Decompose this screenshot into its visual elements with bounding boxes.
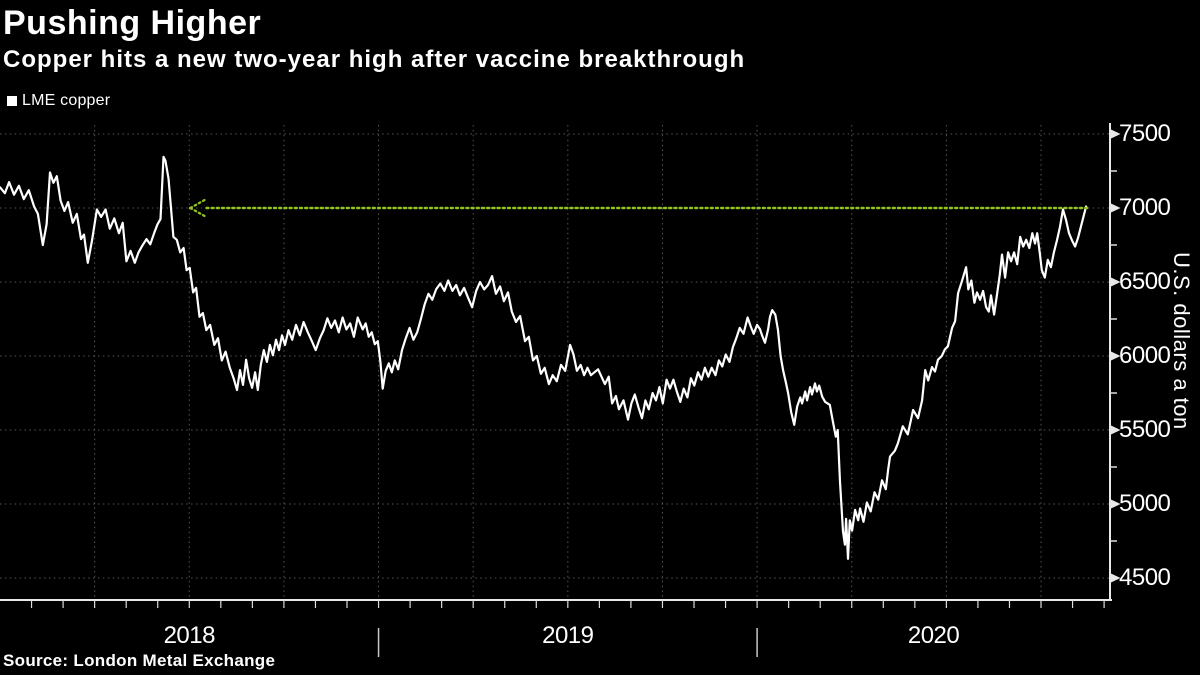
y-tick-label: 4500 xyxy=(1119,564,1171,591)
annotation-arrowhead-lower xyxy=(189,206,207,218)
y-tick-label: 7500 xyxy=(1119,120,1171,147)
x-year-label: 2020 xyxy=(907,622,960,649)
y-major-tick xyxy=(1111,129,1121,139)
y-axis-unit-label: U.S. dollars a ton xyxy=(1169,252,1194,430)
chart-subtitle: Copper hits a new two-year high after va… xyxy=(3,46,746,73)
y-tick-label: 5500 xyxy=(1119,416,1171,443)
y-major-tick xyxy=(1111,425,1121,435)
annotation-arrowhead-upper xyxy=(189,198,207,210)
y-major-tick xyxy=(1111,277,1121,287)
y-major-tick xyxy=(1111,573,1121,583)
legend-label: LME copper xyxy=(22,92,111,109)
source-note: Source: London Metal Exchange xyxy=(3,651,276,670)
legend-swatch-icon xyxy=(7,96,17,106)
y-tick-label: 7000 xyxy=(1119,194,1171,221)
y-major-tick xyxy=(1111,499,1121,509)
y-tick-label: 6000 xyxy=(1119,342,1171,369)
annotation-arrow-tip xyxy=(189,206,192,210)
y-major-tick xyxy=(1111,203,1121,213)
y-tick-label: 5000 xyxy=(1119,490,1171,517)
chart-title: Pushing Higher xyxy=(3,4,262,42)
x-year-label: 2018 xyxy=(163,622,216,649)
y-tick-label: 6500 xyxy=(1119,268,1171,295)
x-year-label: 2019 xyxy=(542,622,594,649)
legend: LME copper xyxy=(7,92,110,110)
price-line xyxy=(0,155,1088,560)
y-major-tick xyxy=(1111,351,1121,361)
